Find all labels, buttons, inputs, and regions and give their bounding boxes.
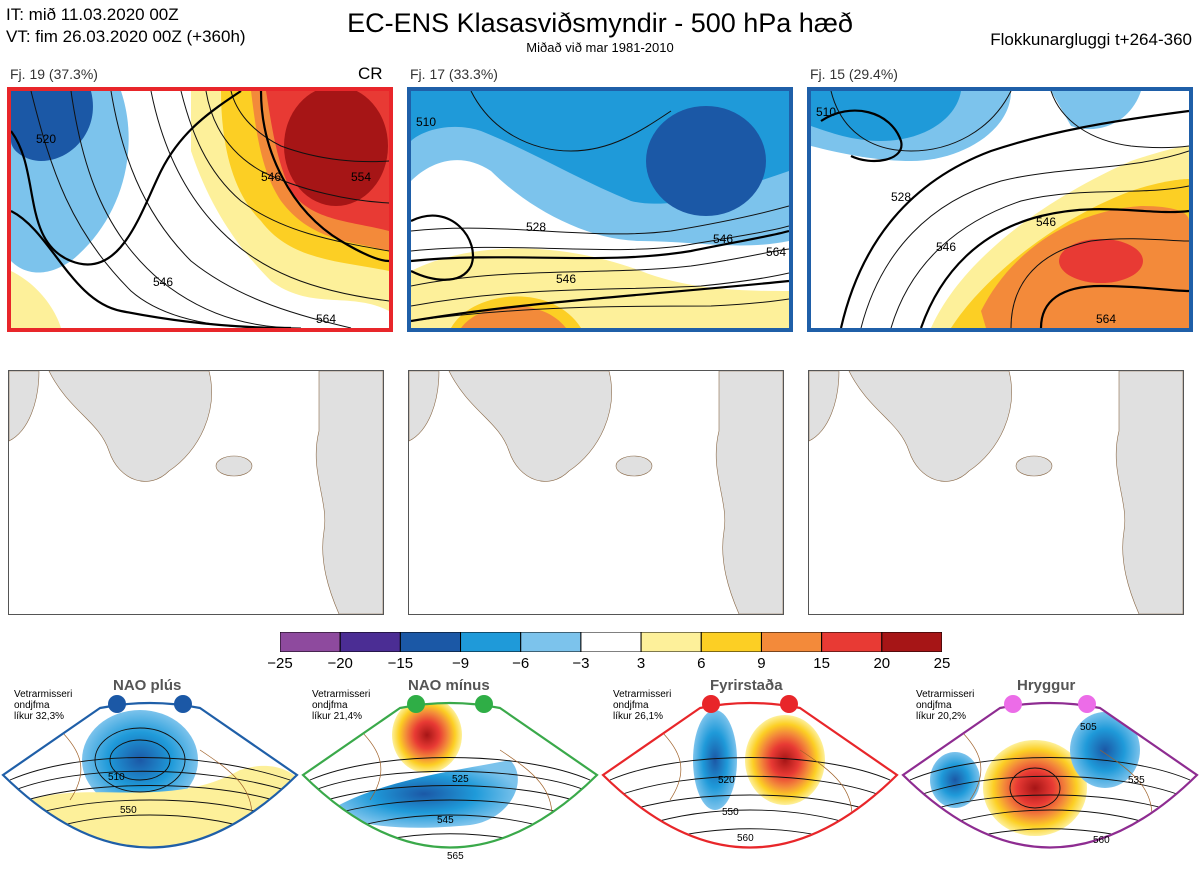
contour-label: 546 [153,275,173,289]
regime-label: 510 [108,772,125,783]
regime-3-dot [780,695,798,713]
colorbar-tick: −25 [267,655,293,672]
regime-2-map [303,703,597,848]
contour-label: 564 [316,312,336,326]
colorbar-cell [760,631,823,653]
forecast-times: IT: mið 11.03.2020 00Z VT: fim 26.03.202… [6,4,246,48]
cluster-1-label: Fj. 19 (37.3%) [10,66,98,82]
colorbar-tick: −3 [572,655,590,672]
colorbar-cell [460,631,522,653]
contour-label: 546 [1036,215,1056,229]
base-map-2 [408,370,784,615]
colorbar-tick-labels: −25 −20 −15 −9 −6 −3 3 6 9 15 20 25 [267,655,950,675]
contour-label: 528 [526,220,546,234]
regime-4-dot [1078,695,1096,713]
contour-label: 546 [713,232,733,246]
colorbar-tick: 3 [636,655,646,672]
regime-3-name: Fyrirstaða [710,677,783,694]
regime-4-map [903,703,1197,848]
regime-label: 550 [722,807,739,818]
regime-label: 545 [437,815,454,826]
regime-label: 560 [737,833,754,844]
regime-1-info: Vetrarmisseri ondjfma líkur 32,3% [14,689,73,722]
initial-time: IT: mið 11.03.2020 00Z [6,5,179,24]
regime-2-dot [475,695,493,713]
regime-1-dot [174,695,192,713]
contour-label: 546 [261,170,281,184]
contour-label: 510 [816,105,836,119]
colorbar-tick: 25 [933,655,951,672]
regime-label: 520 [718,775,735,786]
colorbar-cell [520,631,582,653]
page-title: EC-ENS Klasasviðsmyndir - 500 hPa hæð [347,8,853,38]
colorbar-cell [821,631,883,653]
colorbar-cell [700,631,762,653]
contour-label: 510 [416,115,436,129]
page-subtitle: Miðað við mar 1981-2010 [526,40,674,55]
classification-window: Flokkunargluggi t+264-360 [990,30,1192,49]
regime-label: 560 [1093,835,1110,846]
weather-regime-maps: 510 550 525 545 565 520 [1,695,1199,862]
regime-4-dot [1004,695,1022,713]
base-map-1 [8,370,384,615]
regime-1-dot [108,695,126,713]
contour-label: 564 [1096,312,1116,326]
regime-2-info: Vetrarmisseri ondjfma líkur 21,4% [312,689,371,722]
colorbar-cell [881,631,943,653]
colorbar-cell [279,631,341,653]
contour-label: 520 [36,132,56,146]
colorbar-tick: 9 [757,655,766,672]
regime-4-name: Hryggur [1017,677,1076,694]
contour-label: 546 [936,240,956,254]
cluster-2-anomaly-map: 510 528 546 546 564 [407,87,793,332]
colorbar-tick: 6 [697,655,706,672]
regime-2-name: NAO mínus [408,677,490,694]
colorbar-tick: −6 [512,655,530,672]
colorbar-tick: 20 [873,655,891,672]
colorbar-cell [399,631,462,653]
contour-label: 554 [351,170,371,184]
cluster-1-anomaly-map: 520 546 546 554 564 [7,87,393,332]
cluster-3-anomaly-map: 510 528 546 546 564 [807,87,1193,332]
valid-time: VT: fim 26.03.2020 00Z (+360h) [6,27,246,46]
regime-3-info: Vetrarmisseri ondjfma líkur 26,1% [613,689,672,722]
colorbar-tick: −15 [387,655,414,672]
cluster-1-regime-tag: CR [358,64,383,83]
colorbar-tick: −20 [327,655,353,672]
colorbar-tick: 15 [813,655,830,672]
regime-1-map [3,703,297,848]
regime-label: 550 [120,805,137,816]
regime-4-info: Vetrarmisseri ondjfma líkur 20,2% [916,689,975,722]
colorbar [279,631,943,653]
colorbar-cell [580,631,642,653]
colorbar-cell [640,631,702,653]
regime-label: 525 [452,774,469,785]
regime-label: 505 [1080,722,1097,733]
contour-label: 564 [766,245,786,259]
regime-label: 565 [447,851,464,862]
colorbar-cell [339,631,401,653]
base-map-3 [808,370,1184,615]
regime-label: 535 [1128,775,1145,786]
contour-label: 528 [891,190,911,204]
colorbar-tick: −9 [451,655,470,672]
cluster-2-label: Fj. 17 (33.3%) [410,66,498,82]
cluster-3-label: Fj. 15 (29.4%) [810,66,898,82]
regime-2-dot [407,695,425,713]
contour-label: 546 [556,272,576,286]
regime-1-name: NAO plús [113,677,182,694]
regime-3-dot [702,695,720,713]
